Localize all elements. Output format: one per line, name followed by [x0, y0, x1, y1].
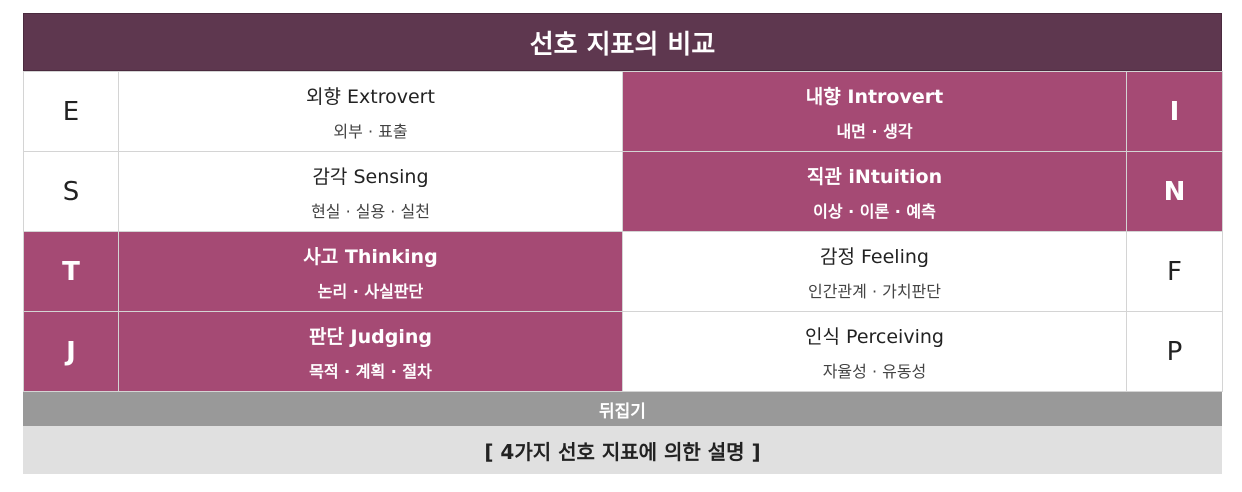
left-letter: S — [23, 151, 119, 232]
right-preference-keywords: 인간관계 · 가치판단 — [807, 281, 942, 301]
right-preference-name: 내향 Introvert — [805, 85, 944, 108]
right-preference-cell[interactable]: 감정 Feeling 인간관계 · 가치판단 — [622, 231, 1127, 312]
right-preference-cell[interactable]: 내향 Introvert 내면 · 생각 — [622, 71, 1127, 152]
left-preference-name: 감각 Sensing — [312, 165, 429, 188]
left-preference-name: 외향 Extrovert — [306, 85, 435, 108]
preference-row: T 사고 Thinking 논리 · 사실판단 감정 Feeling 인간관계 · 가치… — [23, 231, 1223, 312]
left-letter: E — [23, 71, 119, 152]
right-letter: P — [1126, 311, 1223, 392]
left-preference-cell[interactable]: 판단 Judging 목적 · 계획 · 절차 — [118, 311, 623, 392]
right-letter: I — [1126, 71, 1223, 152]
right-preference-keywords: 자율성 · 유동성 — [822, 361, 927, 381]
preference-row: E 외향 Extrovert 외부 · 표출 내향 Introvert 내면 · 생각 I — [23, 71, 1223, 152]
left-letter: J — [23, 311, 119, 392]
left-preference-keywords: 현실 · 실용 · 실천 — [311, 201, 430, 221]
left-preference-cell[interactable]: 외향 Extrovert 외부 · 표출 — [118, 71, 623, 152]
left-letter: T — [23, 231, 119, 312]
left-preference-keywords: 외부 · 표출 — [333, 121, 408, 141]
caption: [ 4가지 선호 지표에 의한 설명 ] — [23, 426, 1222, 474]
left-preference-keywords: 목적 · 계획 · 절차 — [309, 361, 432, 381]
left-preference-cell[interactable]: 사고 Thinking 논리 · 사실판단 — [118, 231, 623, 312]
preference-comparison-widget: 선호 지표의 비교 E 외향 Extrovert 외부 · 표출 내향 Introve… — [23, 13, 1223, 474]
left-preference-cell[interactable]: 감각 Sensing 현실 · 실용 · 실천 — [118, 151, 623, 232]
left-preference-name: 사고 Thinking — [303, 245, 438, 268]
preference-table: E 외향 Extrovert 외부 · 표출 내향 Introvert 내면 · 생각 I… — [23, 71, 1223, 392]
right-letter: F — [1126, 231, 1223, 312]
preference-row: S 감각 Sensing 현실 · 실용 · 실천 직관 iNtuition 이상 · … — [23, 151, 1223, 232]
flip-button[interactable]: 뒤집기 — [23, 392, 1222, 426]
left-preference-keywords: 논리 · 사실판단 — [317, 281, 424, 301]
right-preference-name: 인식 Perceiving — [805, 325, 944, 348]
right-preference-name: 감정 Feeling — [820, 245, 929, 268]
right-preference-keywords: 내면 · 생각 — [836, 121, 913, 141]
page-title: 선호 지표의 비교 — [23, 13, 1222, 71]
right-letter: N — [1126, 151, 1223, 232]
right-preference-keywords: 이상 · 이론 · 예측 — [813, 201, 936, 221]
preference-row: J 판단 Judging 목적 · 계획 · 절차 인식 Perceiving 자율성 … — [23, 311, 1223, 392]
right-preference-name: 직관 iNtuition — [806, 165, 943, 188]
right-preference-cell[interactable]: 인식 Perceiving 자율성 · 유동성 — [622, 311, 1127, 392]
left-preference-name: 판단 Judging — [308, 325, 432, 348]
right-preference-cell[interactable]: 직관 iNtuition 이상 · 이론 · 예측 — [622, 151, 1127, 232]
